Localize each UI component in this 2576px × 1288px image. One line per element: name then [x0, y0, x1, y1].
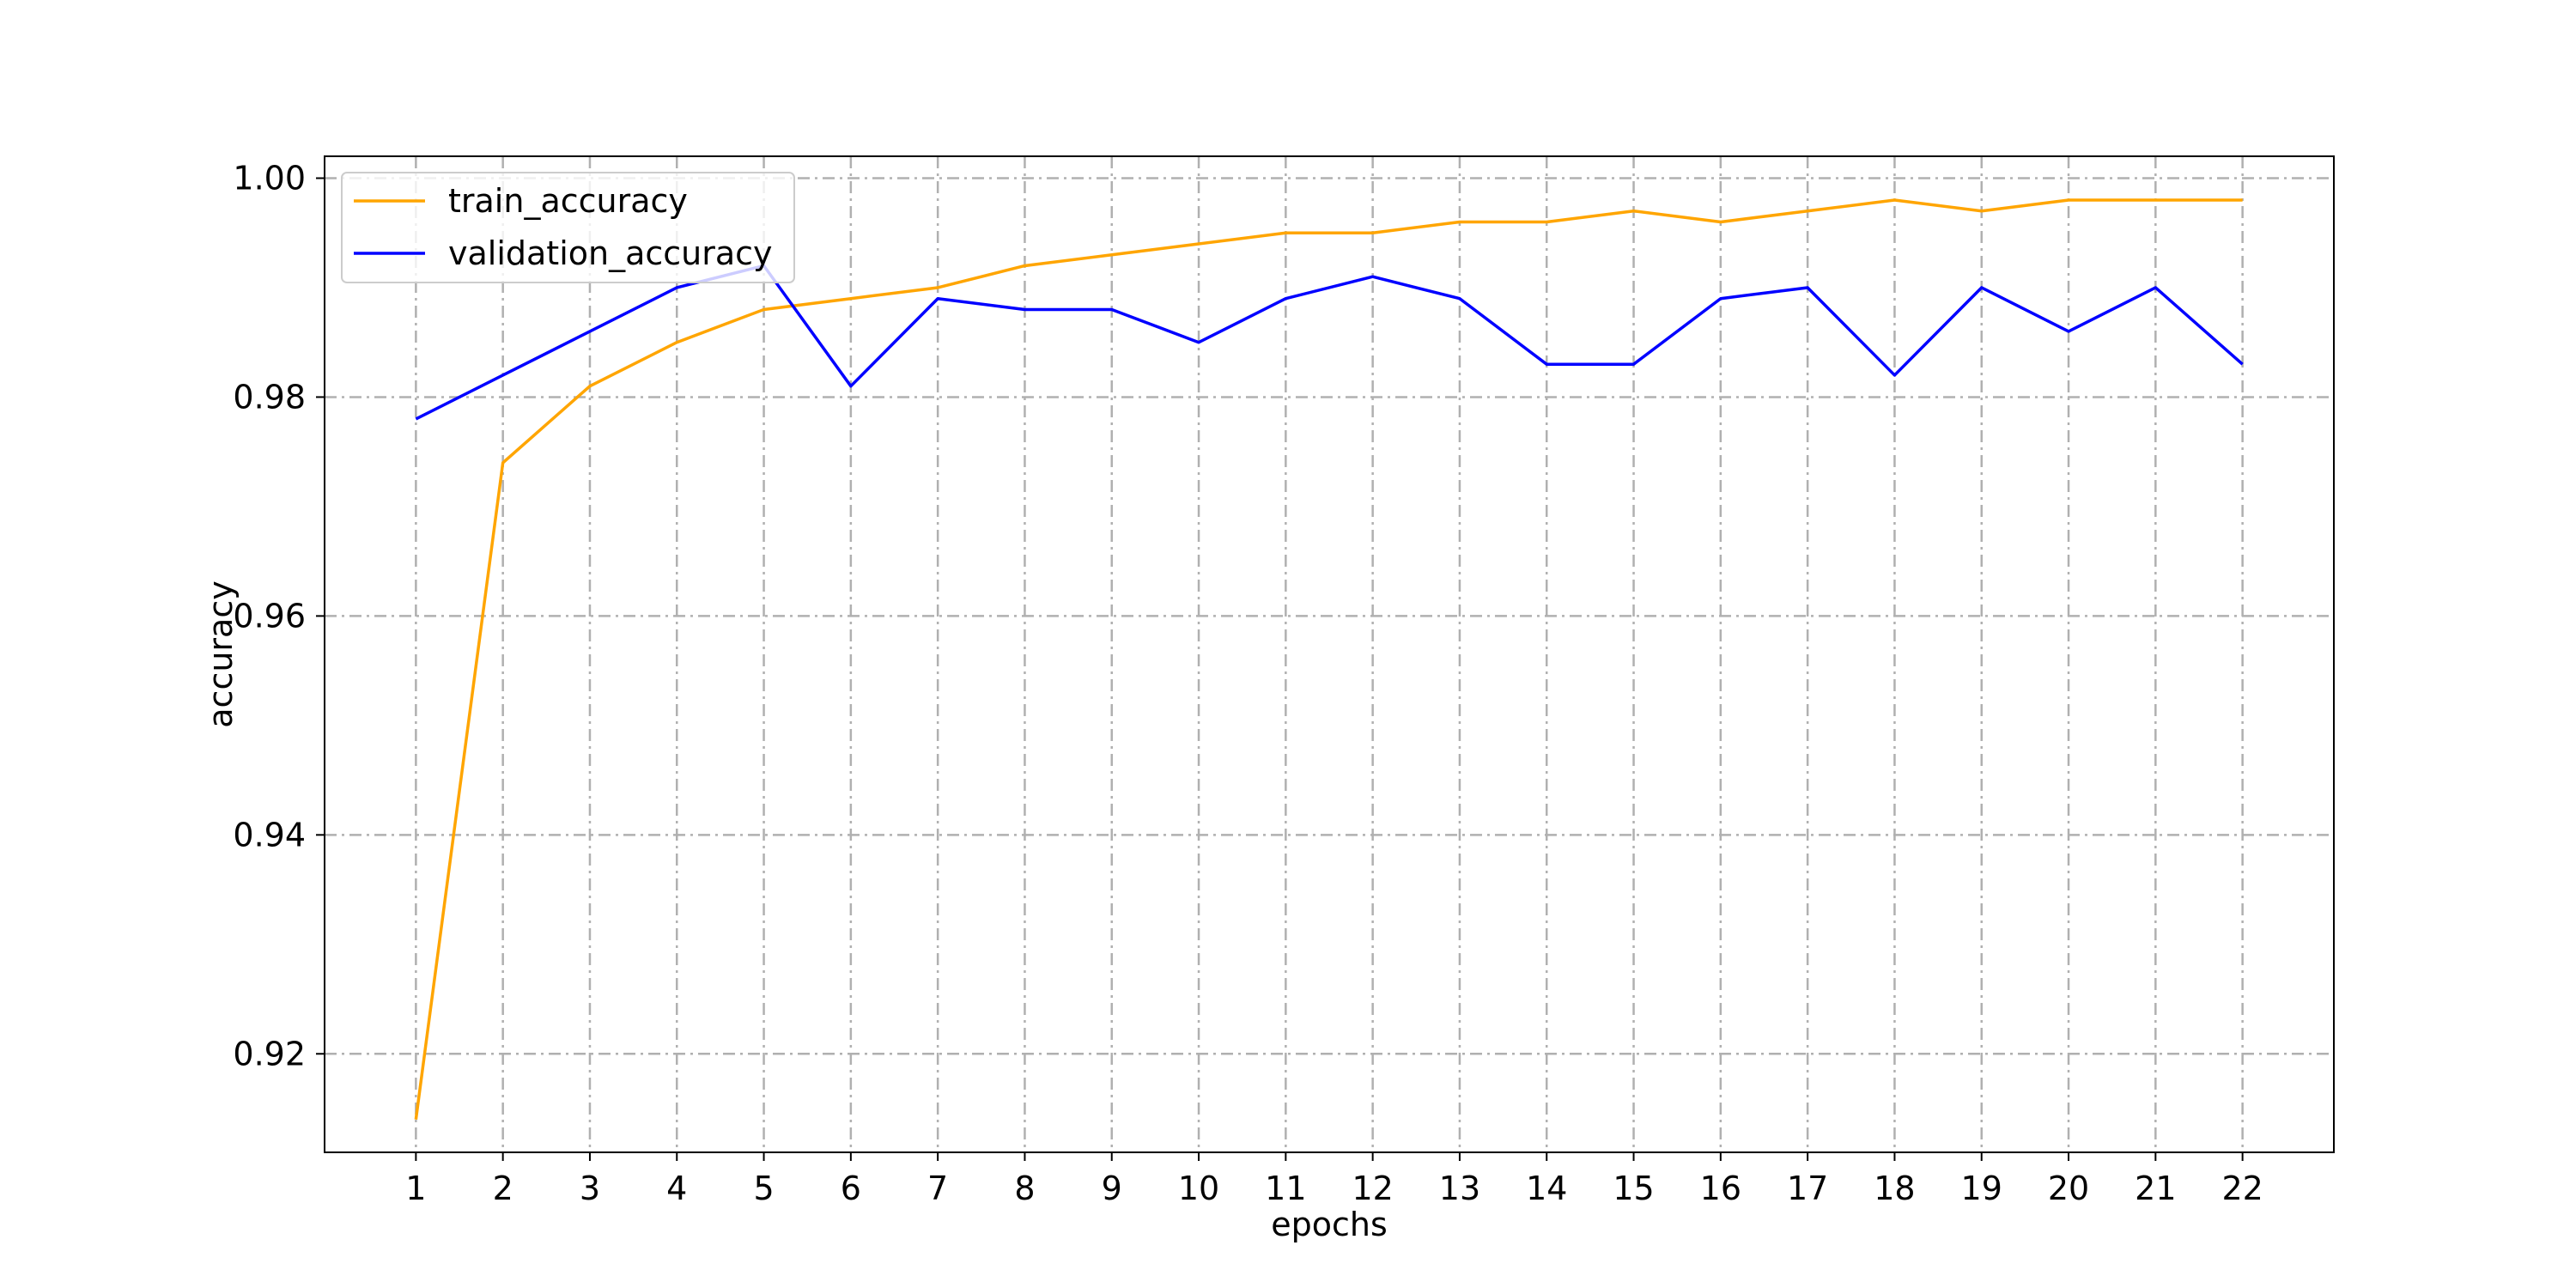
y-tick-label: 0.98 — [233, 378, 306, 416]
x-tick-label: 10 — [1178, 1170, 1219, 1207]
x-tick-label: 8 — [1014, 1170, 1035, 1207]
x-tick-label: 2 — [493, 1170, 513, 1207]
legend-frame — [341, 172, 795, 283]
y-tick-label: 1.00 — [233, 159, 306, 197]
y-tick-label: 0.92 — [233, 1035, 306, 1072]
y-axis-ticks: 0.92 0.94 0.96 0.98 1.00 — [233, 159, 325, 1072]
x-tick-label: 22 — [2221, 1170, 2263, 1207]
x-tick-label: 1 — [405, 1170, 426, 1207]
x-axis-ticks: 1 2 3 4 5 6 7 8 9 10 11 12 13 14 15 16 17 18 19 20 21 22 — [405, 1152, 2263, 1207]
x-tick-label: 9 — [1102, 1170, 1122, 1207]
x-tick-label: 13 — [1439, 1170, 1480, 1207]
x-tick-label: 18 — [1874, 1170, 1915, 1207]
legend-label-train_accuracy: train_accuracy — [448, 182, 688, 220]
x-tick-label: 12 — [1352, 1170, 1393, 1207]
y-axis-label: accuracy — [202, 580, 240, 727]
series-line-train_accuracy — [414, 198, 2243, 1120]
legend-entries: train_accuracy validation_accuracy — [354, 182, 773, 272]
y-tick-label: 0.94 — [233, 816, 306, 854]
x-tick-label: 3 — [580, 1170, 600, 1207]
x-tick-label: 4 — [666, 1170, 687, 1207]
x-tick-label: 20 — [2048, 1170, 2089, 1207]
x-tick-label: 14 — [1526, 1170, 1567, 1207]
x-tick-label: 7 — [927, 1170, 948, 1207]
x-tick-label: 17 — [1787, 1170, 1828, 1207]
x-tick-label: 19 — [1961, 1170, 2002, 1207]
x-axis-label: epochs — [1271, 1206, 1388, 1243]
legend: train_accuracy validation_accuracy — [341, 172, 795, 283]
y-tick-label: 0.96 — [233, 597, 306, 635]
x-tick-label: 6 — [841, 1170, 861, 1207]
x-tick-label: 5 — [753, 1170, 774, 1207]
plot-area-frame — [324, 155, 2335, 1153]
legend-label-validation_accuracy: validation_accuracy — [448, 234, 773, 272]
x-tick-label: 11 — [1265, 1170, 1306, 1207]
x-tick-label: 21 — [2135, 1170, 2176, 1207]
x-tick-label: 15 — [1613, 1170, 1654, 1207]
x-tick-label: 16 — [1700, 1170, 1741, 1207]
